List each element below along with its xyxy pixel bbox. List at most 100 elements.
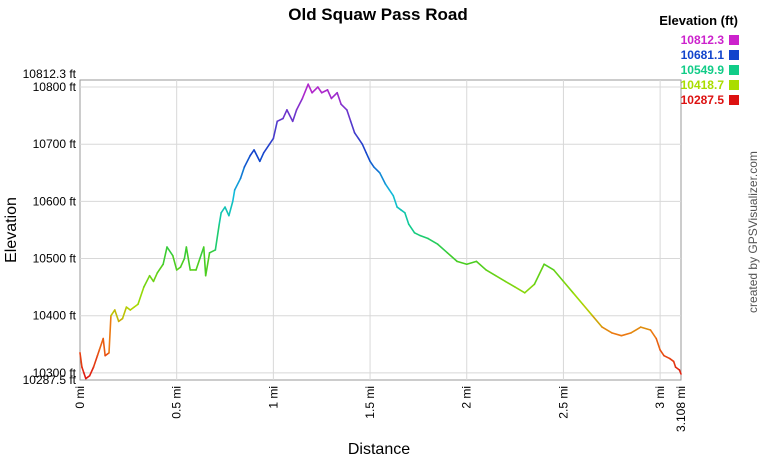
profile-segment xyxy=(231,189,236,203)
profile-segment xyxy=(268,137,275,145)
profile-segment xyxy=(224,206,230,217)
profile-segment xyxy=(639,326,652,331)
y-min-label: 10287.5 ft xyxy=(23,373,77,387)
legend-value: 10681.1 xyxy=(681,48,725,62)
profile-segment xyxy=(104,352,110,357)
profile-segment xyxy=(407,223,416,234)
gridlines xyxy=(80,80,681,380)
profile-segment xyxy=(121,306,128,320)
profile-segment xyxy=(369,160,375,168)
profile-segment xyxy=(610,332,623,337)
profile-segment xyxy=(81,366,85,374)
profile-segment xyxy=(110,309,116,317)
x-tick-label: 2 mi xyxy=(460,386,474,409)
profile-segment xyxy=(85,374,91,380)
x-axis-ticks: 0 mi 0.5 mi 1 mi 1.5 mi 2 mi 2.5 mi 3 mi 3.108 … xyxy=(73,386,688,432)
profile-segment xyxy=(98,337,105,351)
profile-segment xyxy=(601,326,613,334)
profile-segment xyxy=(591,314,603,328)
profile-segment xyxy=(148,274,155,283)
profile-segment xyxy=(353,131,360,140)
legend-swatch xyxy=(729,65,739,75)
profile-segment xyxy=(320,89,329,94)
profile-segment xyxy=(384,183,391,191)
profile-segment xyxy=(152,272,159,283)
x-tick-label: 0.5 mi xyxy=(170,386,184,419)
profile-segment xyxy=(427,237,439,246)
profile-segment xyxy=(253,149,261,163)
y-tick-label: 10500 ft xyxy=(33,252,77,266)
profile-segment xyxy=(373,166,381,174)
x-tick-label: 0 mi xyxy=(73,386,87,409)
profile-segment xyxy=(208,249,217,254)
profile-segment xyxy=(79,352,83,368)
profile-segment xyxy=(286,109,294,123)
profile-segment xyxy=(133,303,139,308)
profile-segment xyxy=(523,283,536,294)
profile-segment xyxy=(340,103,348,111)
profile-segment xyxy=(668,357,675,363)
profile-segment xyxy=(361,143,367,154)
profile-segment xyxy=(581,303,594,317)
legend-value: 10812.3 xyxy=(681,33,725,47)
profile-segment xyxy=(179,257,186,268)
x-tick-label: 2.5 mi xyxy=(556,386,570,419)
profile-segment xyxy=(307,83,313,94)
profile-segment xyxy=(465,260,478,266)
profile-segment xyxy=(504,280,516,288)
profile-segment xyxy=(282,109,288,120)
profile-segment xyxy=(674,366,681,371)
y-tick-label: 10800 ft xyxy=(33,80,77,94)
profile-segment xyxy=(108,314,112,354)
legend-value: 10549.9 xyxy=(681,63,725,77)
profile-segment xyxy=(572,292,584,306)
profile-segment xyxy=(317,86,323,94)
profile-segment xyxy=(485,269,497,277)
legend-swatch xyxy=(729,35,739,45)
profile-segment xyxy=(396,206,402,211)
y-tick-label: 10400 ft xyxy=(33,309,77,323)
profile-segment xyxy=(243,154,251,168)
profile-segment xyxy=(214,223,221,251)
profile-segment xyxy=(172,254,178,271)
profile-segment xyxy=(204,252,211,277)
profile-segment xyxy=(143,274,151,288)
profile-segment xyxy=(562,280,574,294)
profile-segment xyxy=(218,211,222,226)
y-tick-label: 10700 ft xyxy=(33,137,77,151)
x-tick-label: 1 mi xyxy=(266,386,280,409)
x-tick-label: 3.108 mi xyxy=(674,386,688,432)
profile-segment xyxy=(552,269,565,283)
elevation-profile xyxy=(79,83,682,380)
x-tick-label: 3 mi xyxy=(653,386,667,409)
profile-segment xyxy=(533,263,545,286)
profile-segment xyxy=(259,151,265,163)
profile-segment xyxy=(92,354,99,368)
profile-segment xyxy=(220,206,226,214)
profile-segment xyxy=(326,89,333,100)
profile-segment xyxy=(672,360,677,368)
profile-segment xyxy=(228,200,234,217)
legend-title: Elevation (ft) xyxy=(659,13,738,28)
profile-segment xyxy=(195,257,201,271)
profile-segment xyxy=(137,286,145,306)
x-tick-label: 1.5 mi xyxy=(363,386,377,419)
profile-segment xyxy=(446,252,458,263)
profile-segment xyxy=(162,246,168,266)
profile-segment xyxy=(494,274,507,283)
x-axis-label: Distance xyxy=(348,441,410,458)
profile-segment xyxy=(349,120,356,134)
profile-segment xyxy=(272,120,279,140)
y-tick-label: 10300 ft xyxy=(33,366,77,380)
profile-segment xyxy=(630,326,642,334)
profile-segment xyxy=(301,83,309,100)
credit-text: created by GPSVisualizer.com xyxy=(746,151,760,313)
profile-segment xyxy=(543,263,555,271)
profile-segment xyxy=(88,366,95,377)
y-axis-ticks: 10300 ft 10400 ft 10500 ft 10600 ft 10700 ft… xyxy=(23,67,77,387)
profile-segment xyxy=(659,349,665,357)
profile-segment xyxy=(114,309,120,323)
profile-segment xyxy=(365,151,371,163)
profile-segment xyxy=(413,232,422,237)
